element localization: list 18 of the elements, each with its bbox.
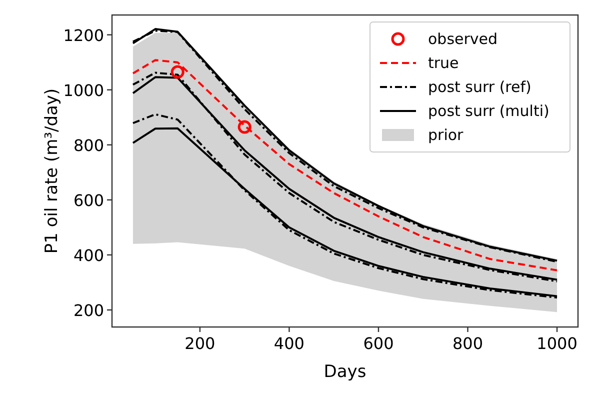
legend-label: prior xyxy=(428,126,464,144)
y-tick-label: 800 xyxy=(73,136,104,155)
x-tick-label: 400 xyxy=(274,334,304,353)
y-tick-label: 400 xyxy=(73,246,104,265)
x-tick-label: 800 xyxy=(452,334,484,353)
x-axis-title: Days xyxy=(324,362,366,382)
y-tick-label: 200 xyxy=(73,300,104,320)
x-tick-label: 200 xyxy=(184,334,216,353)
legend-label: post surr (multi) xyxy=(428,102,550,120)
y-tick-label: 600 xyxy=(73,190,104,210)
legend-label: observed xyxy=(428,30,498,48)
x-tick-label: 1000 xyxy=(536,334,578,353)
y-tick-label: 1200 xyxy=(63,26,104,45)
x-tick-label: 600 xyxy=(363,334,394,353)
legend-label: true xyxy=(428,54,459,72)
y-axis-title: P1 oil rate (m³/day) xyxy=(42,88,62,254)
y-tick-label: 1000 xyxy=(63,80,104,100)
legend-label: post surr (ref) xyxy=(428,78,532,96)
